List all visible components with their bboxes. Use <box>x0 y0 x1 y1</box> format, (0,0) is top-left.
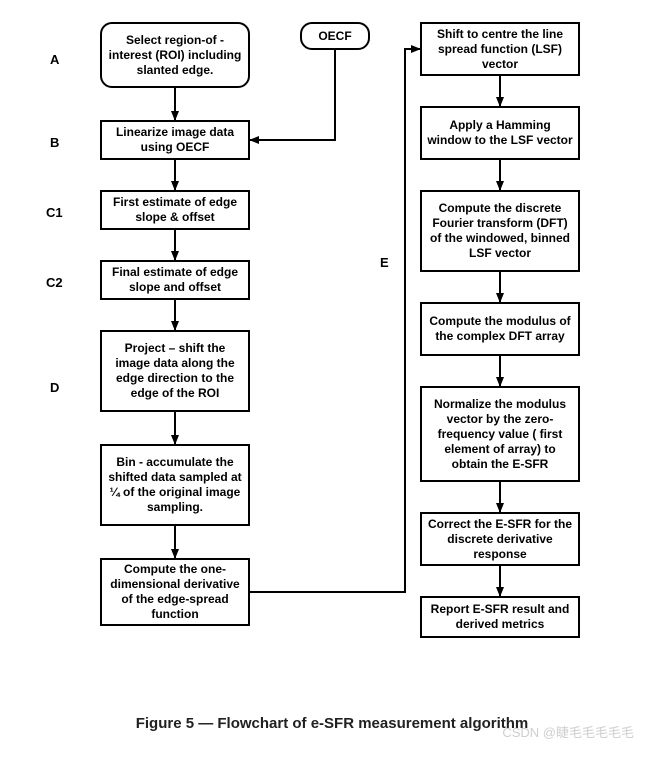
watermark-text: CSDN @睫毛毛毛毛毛 <box>502 722 634 741</box>
step-label-c1: C1 <box>46 205 63 220</box>
node-modulus: Compute the modulus of the complex DFT a… <box>420 302 580 356</box>
node-roi: Select region-of - interest (ROI) includ… <box>100 22 250 88</box>
node-linearize: Linearize image data using OECF <box>100 120 250 160</box>
node-normalize: Normalize the modulus vector by the zero… <box>420 386 580 482</box>
node-first-estimate: First estimate of edge slope & offset <box>100 190 250 230</box>
node-oecf: OECF <box>300 22 370 50</box>
node-hamming: Apply a Hamming window to the LSF vector <box>420 106 580 160</box>
step-label-a: A <box>50 52 59 67</box>
step-label-d: D <box>50 380 59 395</box>
node-bin: Bin - accumulate the shifted data sample… <box>100 444 250 526</box>
node-report: Report E-SFR result and derived metrics <box>420 596 580 638</box>
node-project: Project – shift the image data along the… <box>100 330 250 412</box>
step-label-e: E <box>380 255 389 270</box>
step-label-c2: C2 <box>46 275 63 290</box>
flowchart-canvas: A B C1 C2 D E Select region-of - interes… <box>0 0 664 765</box>
step-label-b: B <box>50 135 59 150</box>
node-shift-lsf: Shift to centre the line spread function… <box>420 22 580 76</box>
node-derivative: Compute the one-dimensional derivative o… <box>100 558 250 626</box>
node-final-estimate: Final estimate of edge slope and offset <box>100 260 250 300</box>
node-correct: Correct the E-SFR for the discrete deriv… <box>420 512 580 566</box>
node-dft: Compute the discrete Fourier transform (… <box>420 190 580 272</box>
